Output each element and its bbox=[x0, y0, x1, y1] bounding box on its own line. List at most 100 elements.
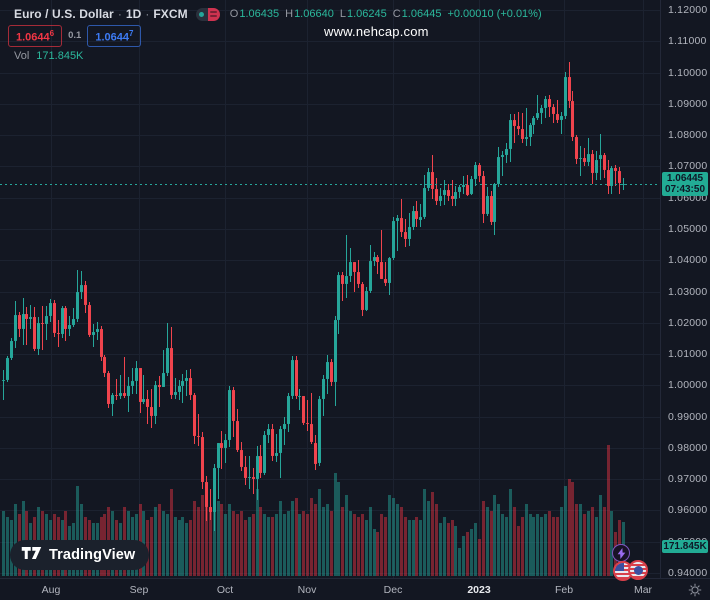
volume-bar bbox=[567, 479, 571, 576]
price-tick-label: 1.12000 bbox=[668, 4, 708, 16]
candle-wick bbox=[252, 467, 254, 495]
current-price-label: 1.06445 07:43:50 bbox=[662, 171, 708, 196]
candle-wick bbox=[537, 95, 539, 121]
candle-body bbox=[9, 340, 13, 358]
candle-wick bbox=[112, 393, 114, 417]
candle-body bbox=[161, 372, 165, 387]
candle-body bbox=[551, 107, 555, 114]
candle-body bbox=[263, 435, 267, 473]
eu-flag-event-icon[interactable] bbox=[628, 560, 648, 580]
volume-axis-label: 171.845K bbox=[662, 540, 708, 553]
candle-wick bbox=[209, 488, 211, 520]
volume-bar bbox=[555, 516, 559, 576]
volume-bar bbox=[161, 510, 165, 576]
volume-bar bbox=[403, 516, 407, 576]
candle-body bbox=[130, 380, 134, 386]
price-tick-label: 1.11000 bbox=[668, 35, 707, 48]
volume-bar bbox=[551, 516, 555, 576]
interval-label[interactable]: 1D bbox=[125, 7, 142, 21]
volume-bar bbox=[321, 507, 325, 576]
candle-wick bbox=[451, 180, 453, 207]
volume-bar bbox=[583, 513, 587, 576]
candle-body bbox=[236, 421, 239, 451]
candle-body bbox=[329, 361, 333, 382]
candle-body bbox=[567, 76, 571, 101]
volume-bar bbox=[434, 504, 438, 576]
candle-body bbox=[232, 390, 236, 422]
price-tick-label: 1.04000 bbox=[668, 254, 708, 267]
candle-body bbox=[169, 347, 173, 395]
candle-body bbox=[368, 261, 372, 291]
candle-body bbox=[259, 455, 263, 473]
candle-body bbox=[282, 424, 286, 430]
candle-wick bbox=[26, 307, 28, 346]
volume-bar bbox=[282, 513, 286, 576]
candle-body bbox=[602, 154, 606, 170]
candle-body bbox=[345, 275, 349, 284]
symbol-legend[interactable]: Euro / U.S. Dollar · 1D · FXCM O 1.06435… bbox=[14, 7, 542, 21]
candle-body bbox=[544, 99, 548, 108]
candle-wick bbox=[420, 203, 422, 228]
gridline-horizontal bbox=[0, 135, 660, 137]
sell-bid-button[interactable]: 1.06446 bbox=[8, 25, 63, 47]
candle-body bbox=[364, 290, 368, 311]
time-tick-label: Nov bbox=[297, 584, 317, 596]
candle-wick bbox=[73, 307, 75, 328]
volume-bar bbox=[333, 473, 337, 576]
time-tick-label: Sep bbox=[129, 584, 149, 596]
volume-bar bbox=[236, 513, 239, 576]
market-status-toggle-icon[interactable] bbox=[195, 7, 220, 21]
candle-body bbox=[587, 154, 590, 163]
candle-body bbox=[294, 360, 298, 397]
time-tick-label: 2023 bbox=[467, 584, 491, 596]
volume-bar bbox=[399, 507, 403, 576]
candle-body bbox=[380, 261, 384, 279]
volume-bar bbox=[5, 516, 9, 576]
axis-settings-gear-icon[interactable] bbox=[688, 583, 702, 600]
candle-body bbox=[431, 171, 434, 190]
volume-bar bbox=[302, 510, 306, 576]
candle-body bbox=[536, 113, 540, 118]
candle-wick bbox=[221, 431, 223, 469]
volume-bar bbox=[407, 519, 411, 576]
volume-bar bbox=[169, 488, 173, 576]
volume-bar bbox=[310, 498, 314, 576]
candle-wick bbox=[513, 113, 515, 143]
volume-bar bbox=[251, 513, 255, 576]
plot-area[interactable] bbox=[0, 0, 660, 578]
candle-body bbox=[52, 303, 56, 334]
volume-bar bbox=[532, 516, 536, 576]
gridline-horizontal bbox=[0, 41, 660, 43]
gridline-horizontal bbox=[0, 447, 660, 449]
volume-bar bbox=[528, 513, 532, 576]
candle-body bbox=[290, 360, 294, 396]
candle-body bbox=[25, 314, 29, 319]
volume-bar bbox=[590, 507, 594, 576]
volume-bar bbox=[548, 510, 551, 576]
price-tick-label: 1.07000 bbox=[668, 160, 708, 173]
volume-bar bbox=[544, 513, 548, 576]
candle-wick bbox=[283, 416, 285, 446]
symbol-title[interactable]: Euro / U.S. Dollar bbox=[14, 7, 114, 21]
lightning-event-icon[interactable] bbox=[612, 544, 630, 562]
volume-bar bbox=[356, 516, 360, 576]
ohlc-readout: O 1.06435 H 1.06640 L 1.06245 C 1.06445 … bbox=[230, 8, 542, 20]
volume-legend[interactable]: Vol 171.845K bbox=[14, 50, 83, 62]
volume-bar bbox=[571, 482, 575, 576]
time-axis[interactable]: Aug Sep Oct Nov Dec 2023 Feb Mar bbox=[0, 578, 710, 600]
candle-body bbox=[255, 455, 259, 480]
current-price-line bbox=[0, 183, 660, 185]
tradingview-logo[interactable]: TradingView bbox=[10, 540, 150, 570]
time-tick-label: Feb bbox=[554, 584, 574, 596]
price-axis[interactable]: 1.06445 07:43:50 171.845K 1.12000 1.11000… bbox=[660, 0, 710, 579]
volume-bar bbox=[524, 504, 528, 576]
candle-body bbox=[48, 303, 52, 317]
candle-body bbox=[224, 440, 228, 448]
gridline-vertical bbox=[139, 0, 140, 578]
volume-bar bbox=[505, 516, 509, 576]
candle-body bbox=[275, 452, 278, 457]
candle-body bbox=[419, 217, 423, 220]
exchange-label[interactable]: FXCM bbox=[153, 7, 188, 21]
buy-ask-button[interactable]: 1.06447 bbox=[87, 25, 142, 47]
